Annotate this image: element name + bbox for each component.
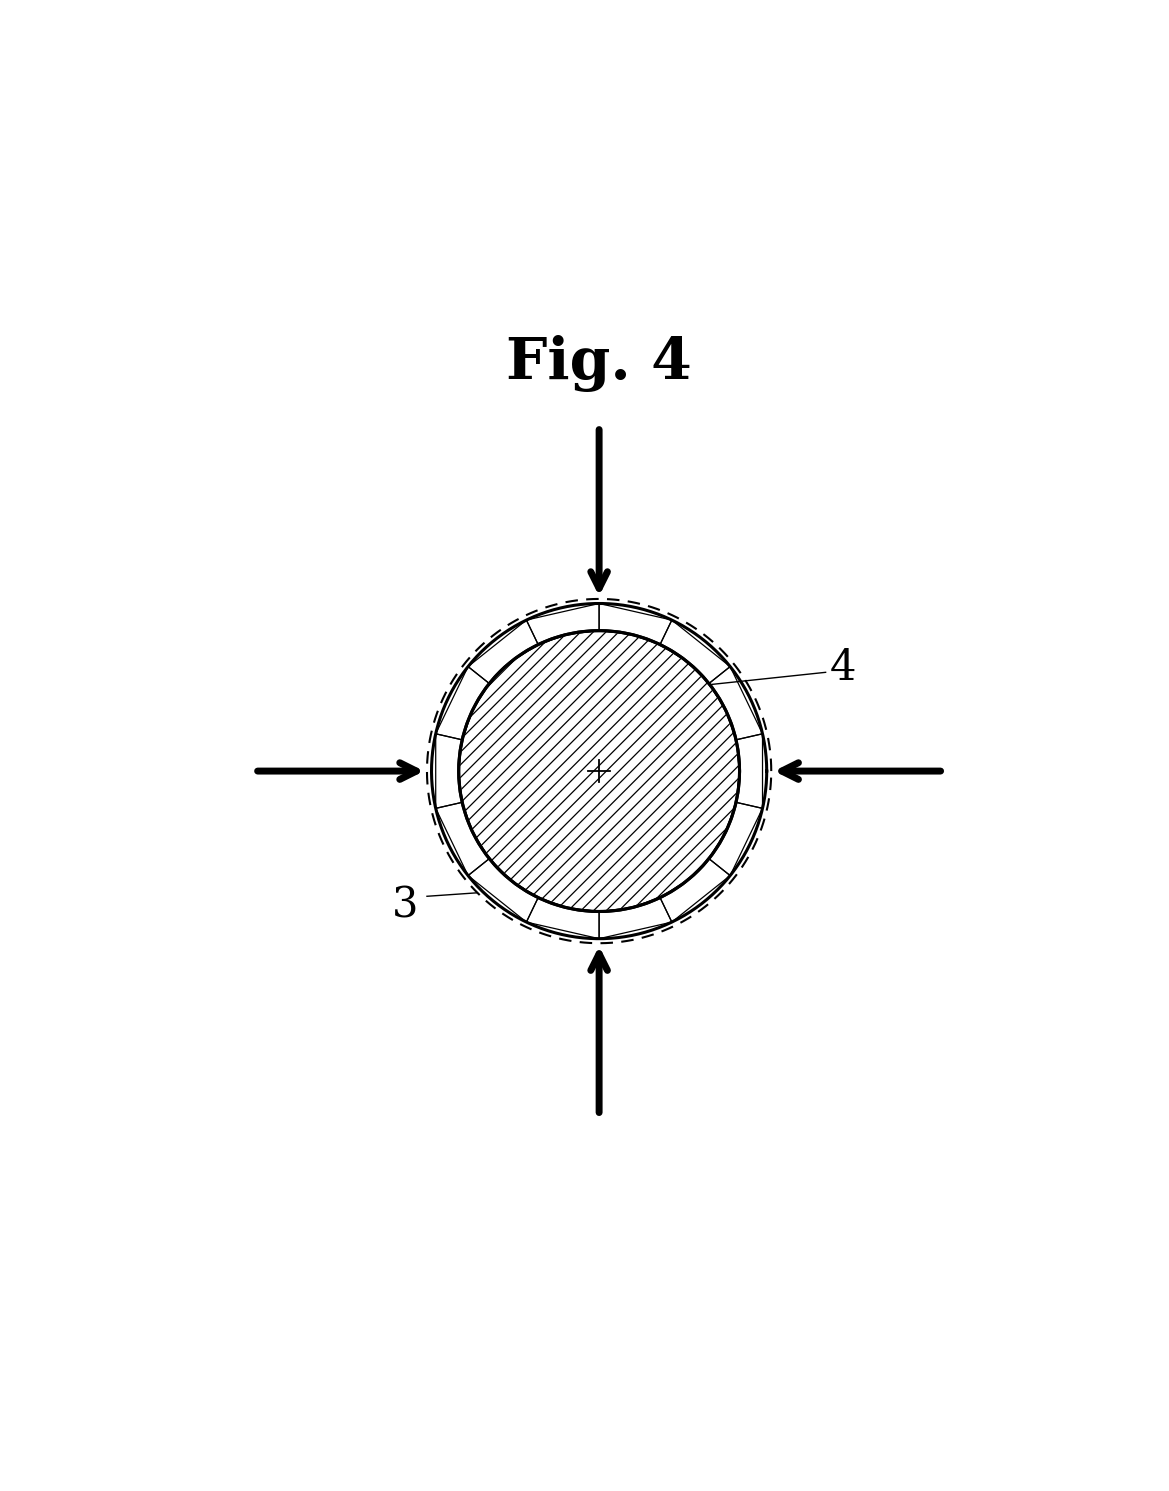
Polygon shape <box>526 604 600 644</box>
Polygon shape <box>708 802 762 875</box>
Polygon shape <box>736 734 762 808</box>
Polygon shape <box>599 898 672 939</box>
Text: 3: 3 <box>392 884 419 926</box>
Polygon shape <box>468 620 538 683</box>
Circle shape <box>458 631 740 911</box>
Polygon shape <box>436 802 490 875</box>
Polygon shape <box>526 898 599 939</box>
Polygon shape <box>468 859 538 921</box>
Polygon shape <box>436 666 490 740</box>
Polygon shape <box>436 734 462 808</box>
Polygon shape <box>660 620 731 683</box>
Polygon shape <box>708 666 762 740</box>
Text: 4: 4 <box>830 647 857 689</box>
Text: Fig. 4: Fig. 4 <box>506 335 692 392</box>
Polygon shape <box>660 859 731 921</box>
Polygon shape <box>600 604 672 644</box>
